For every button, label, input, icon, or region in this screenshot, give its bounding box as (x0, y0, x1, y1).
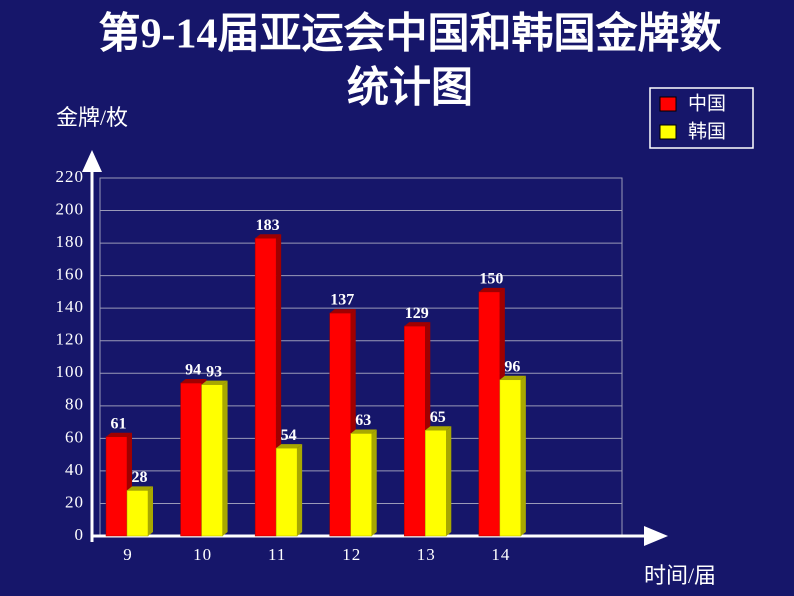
legend-swatch (659, 96, 677, 112)
bar-side (297, 444, 303, 536)
x-tick-label: 10 (193, 545, 212, 564)
bar-side (148, 486, 153, 536)
value-label: 96 (504, 358, 520, 375)
y-tick-label: 160 (56, 265, 85, 284)
chart-title: 第9-14届亚运会中国和韩国金牌数 (99, 11, 722, 58)
bar-top (201, 380, 228, 385)
bar (105, 436, 128, 537)
value-label: 65 (430, 409, 446, 426)
x-tick-label: 12 (342, 545, 361, 564)
legend-label: 韩国 (688, 120, 726, 142)
x-tick-label: 14 (491, 545, 510, 564)
x-tick-label: 11 (268, 545, 286, 564)
y-tick-label: 60 (65, 427, 84, 446)
x-tick-label: 13 (417, 545, 436, 564)
chart-title: 统计图 (347, 65, 473, 112)
legend-label: 中国 (688, 92, 726, 114)
y-tick-label: 180 (56, 232, 85, 251)
bar-top (127, 486, 153, 491)
value-label: 129 (405, 305, 429, 322)
bar (478, 291, 501, 537)
bar (180, 382, 202, 537)
bar-top (106, 432, 132, 437)
legend-swatch (659, 124, 677, 140)
bar (499, 379, 522, 537)
bar (404, 325, 426, 537)
bar (329, 312, 351, 537)
value-label: 94 (185, 362, 201, 379)
bar (350, 433, 372, 537)
bar-top (425, 426, 452, 431)
bar-top (255, 234, 282, 239)
y-tick-label: 100 (56, 362, 85, 381)
y-tick-label: 0 (75, 525, 85, 544)
y-tick-label: 200 (56, 199, 85, 218)
bar (201, 384, 223, 537)
bar (275, 447, 298, 537)
value-label: 183 (256, 217, 280, 234)
value-label: 61 (111, 415, 127, 432)
bar-top (180, 379, 207, 384)
value-label: 137 (330, 292, 354, 309)
value-label: 54 (281, 427, 297, 444)
bar-side (371, 429, 377, 536)
y-axis-label: 金牌/枚 (56, 105, 128, 130)
value-label: 93 (206, 363, 222, 380)
y-tick-label: 120 (56, 330, 85, 349)
y-axis-arrow (82, 150, 102, 172)
y-tick-label: 140 (56, 297, 85, 316)
bar-top (478, 287, 505, 292)
bar-top (499, 375, 526, 380)
bar-side (446, 426, 452, 536)
bar (126, 490, 149, 537)
bar-top (404, 322, 431, 327)
x-axis-arrow (644, 526, 668, 546)
bar (254, 237, 277, 537)
value-label: 28 (132, 469, 148, 486)
legend-box (649, 87, 754, 149)
bar-top (350, 429, 377, 434)
value-label: 63 (355, 412, 371, 429)
bar (425, 429, 447, 537)
y-tick-label: 40 (65, 460, 84, 479)
bar-top (276, 444, 303, 449)
x-tick-label: 9 (123, 545, 133, 564)
y-tick-label: 20 (65, 492, 84, 511)
bar-side (222, 380, 228, 536)
bar-top (329, 309, 356, 314)
y-tick-label: 80 (65, 395, 84, 414)
value-label: 150 (479, 271, 503, 288)
bar-side (520, 375, 526, 536)
x-axis-label: 时间/届 (644, 563, 716, 588)
y-tick-label: 220 (56, 167, 85, 186)
